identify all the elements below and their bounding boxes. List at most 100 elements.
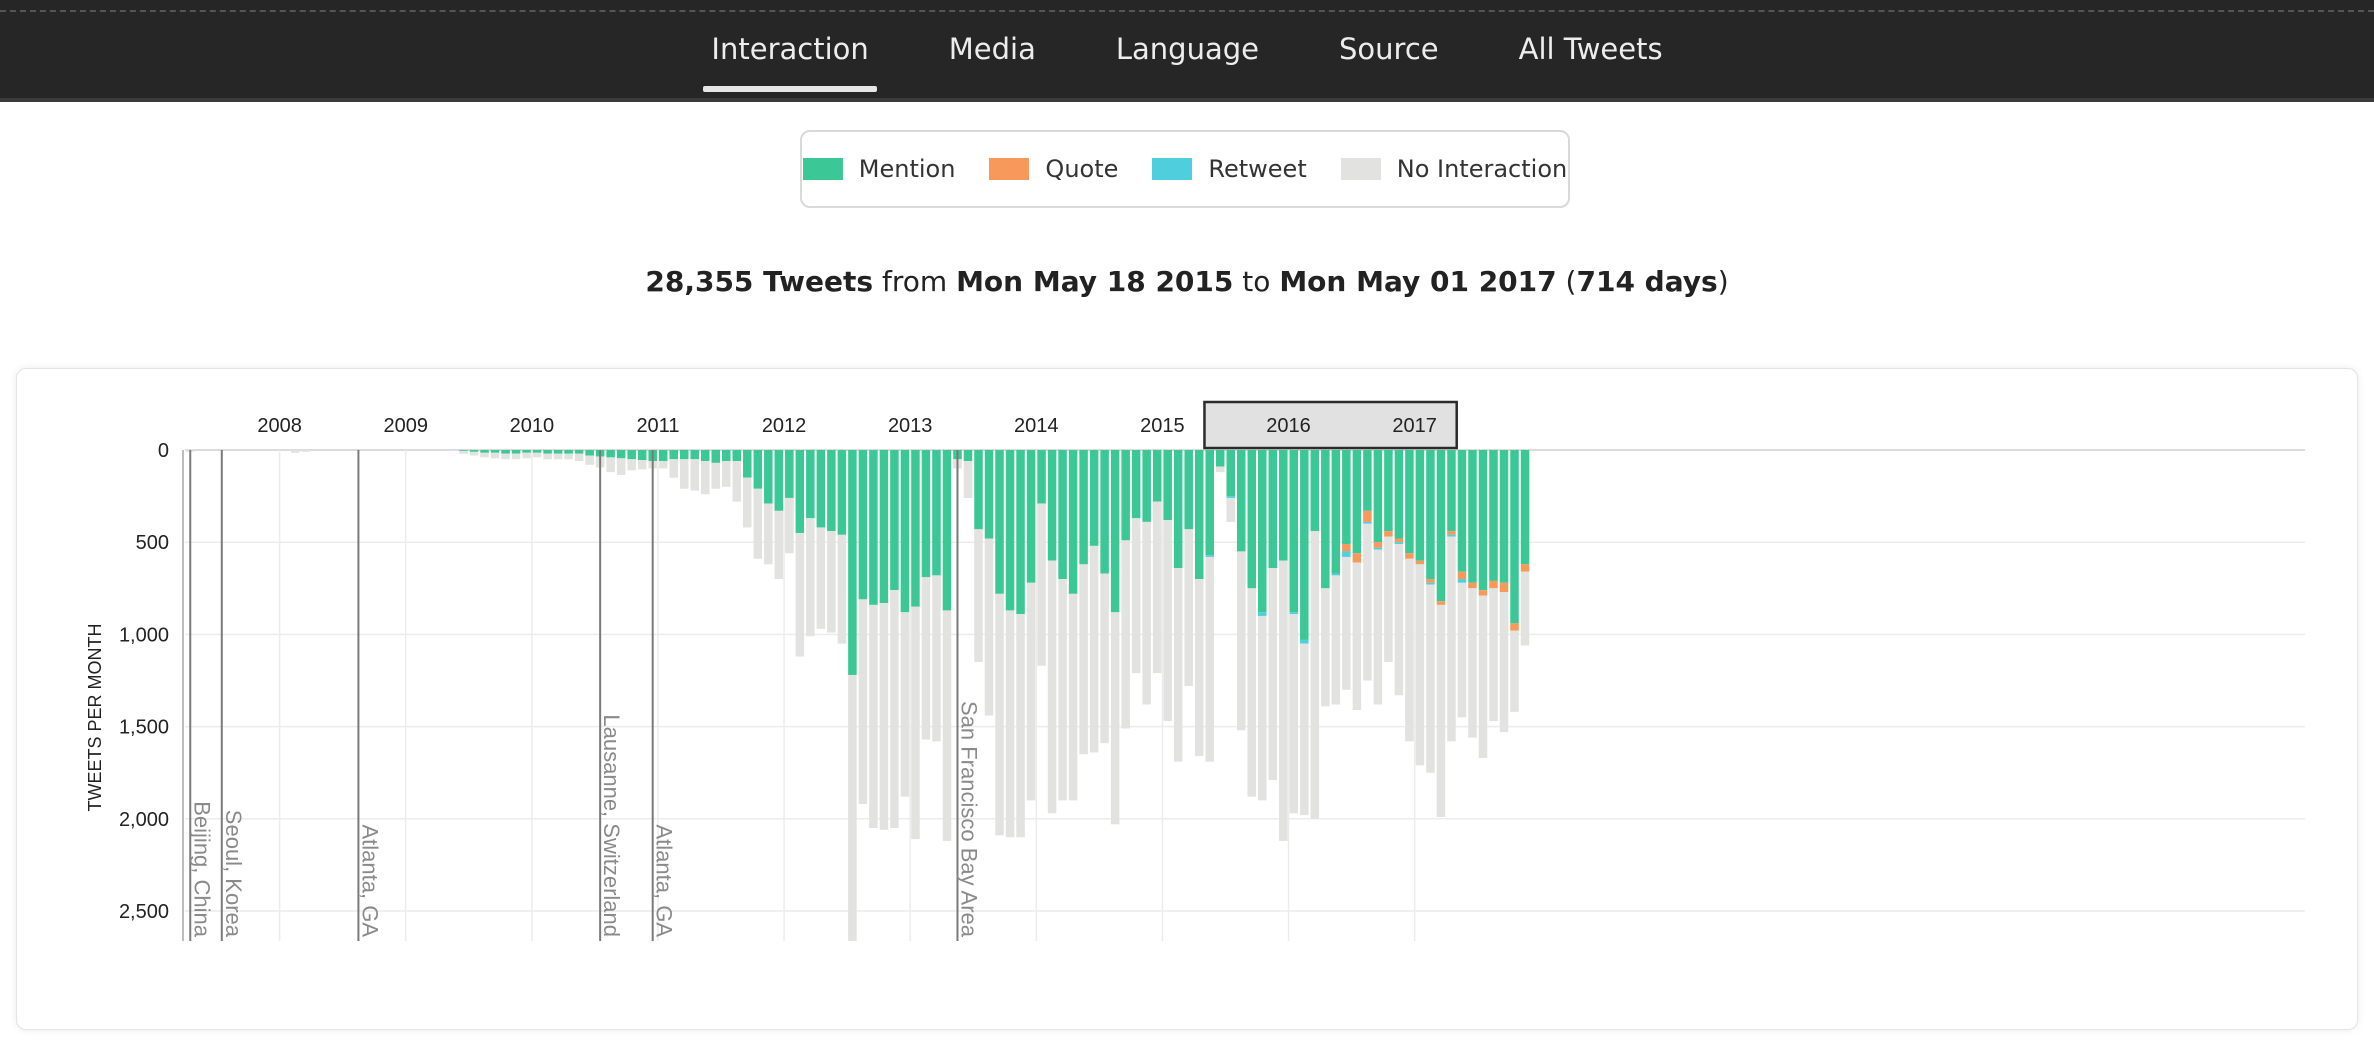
bar-no-interaction[interactable] — [963, 461, 973, 498]
bar-no-interaction[interactable] — [1089, 545, 1099, 753]
bar-retweet[interactable] — [1363, 521, 1372, 524]
bar-quote[interactable] — [1426, 579, 1435, 583]
bar-mention[interactable] — [1152, 450, 1162, 502]
bar-mention[interactable] — [1121, 450, 1130, 541]
bar-mention[interactable] — [1005, 450, 1015, 611]
bar-no-interaction[interactable] — [669, 459, 678, 478]
bar-mention[interactable] — [848, 450, 857, 675]
bar-quote[interactable] — [1499, 582, 1509, 592]
bar-no-interaction[interactable] — [858, 599, 868, 805]
bar-no-interaction[interactable] — [1152, 501, 1162, 674]
bar-mention[interactable] — [837, 450, 847, 535]
bar-mention[interactable] — [722, 450, 731, 462]
bar-quote[interactable] — [1363, 510, 1372, 522]
bar-mention[interactable] — [1110, 450, 1120, 613]
bar-mention[interactable] — [1352, 450, 1362, 554]
bar-mention[interactable] — [616, 450, 626, 459]
bar-retweet[interactable] — [1447, 534, 1456, 537]
bar-no-interaction[interactable] — [869, 604, 878, 829]
bar-mention[interactable] — [532, 450, 542, 453]
bar-mention[interactable] — [1184, 450, 1193, 530]
bar-no-interaction[interactable] — [1331, 575, 1341, 705]
bar-retweet[interactable] — [1205, 555, 1214, 557]
bar-mention[interactable] — [1215, 450, 1225, 467]
bar-mention[interactable] — [974, 450, 983, 530]
bar-mention[interactable] — [1194, 450, 1204, 580]
bar-no-interaction[interactable] — [795, 532, 805, 657]
bar-no-interaction[interactable] — [469, 451, 479, 456]
bar-no-interaction[interactable] — [1499, 591, 1509, 733]
bar-mention[interactable] — [921, 450, 931, 578]
bar-mention[interactable] — [1279, 450, 1288, 561]
bar-mention[interactable] — [1142, 450, 1151, 522]
bar-no-interaction[interactable] — [911, 606, 920, 840]
bar-mention[interactable] — [816, 450, 826, 528]
bar-mention[interactable] — [501, 450, 510, 454]
bar-no-interaction[interactable] — [480, 452, 489, 458]
bar-mention[interactable] — [511, 450, 521, 454]
bar-quote[interactable] — [1352, 553, 1362, 563]
bar-mention[interactable] — [1205, 450, 1214, 556]
bar-no-interaction[interactable] — [848, 674, 857, 944]
bar-mention[interactable] — [1289, 450, 1299, 613]
bar-no-interaction[interactable] — [1110, 612, 1120, 825]
bar-no-interaction[interactable] — [879, 603, 889, 830]
bar-mention[interactable] — [932, 450, 941, 576]
bar-no-interaction[interactable] — [543, 453, 552, 460]
bar-mention[interactable] — [574, 450, 584, 454]
bar-mention[interactable] — [1373, 450, 1383, 543]
bar-no-interaction[interactable] — [627, 459, 636, 471]
bar-quote[interactable] — [1510, 623, 1519, 631]
bar-mention[interactable] — [1415, 450, 1425, 561]
bar-mention[interactable] — [827, 450, 836, 532]
legend-item-no-interaction[interactable]: No Interaction — [1340, 155, 1567, 183]
bar-no-interaction[interactable] — [1047, 560, 1057, 814]
bar-mention[interactable] — [1300, 450, 1309, 640]
bar-mention[interactable] — [984, 450, 994, 539]
bar-mention[interactable] — [806, 450, 815, 519]
bar-no-interaction[interactable] — [984, 538, 994, 716]
bar-no-interaction[interactable] — [1489, 588, 1498, 722]
bar-no-interaction[interactable] — [890, 590, 899, 829]
bar-mention[interactable] — [785, 450, 794, 498]
bar-no-interaction[interactable] — [900, 612, 910, 797]
bar-mention[interactable] — [1089, 450, 1099, 546]
brush-layer[interactable] — [1203, 400, 1458, 450]
bar-no-interaction[interactable] — [1184, 529, 1193, 687]
bar-mention[interactable] — [669, 450, 678, 460]
bar-retweet[interactable] — [1457, 579, 1467, 583]
bar-no-interaction[interactable] — [1279, 560, 1288, 841]
bar-quote[interactable] — [1520, 564, 1530, 572]
bar-retweet[interactable] — [1331, 573, 1341, 576]
bar-mention[interactable] — [911, 450, 920, 607]
bar-no-interaction[interactable] — [690, 459, 699, 491]
bar-mention[interactable] — [480, 450, 489, 453]
bar-no-interaction[interactable] — [511, 453, 521, 460]
bar-mention[interactable] — [1457, 450, 1467, 572]
bar-no-interaction[interactable] — [1268, 568, 1278, 781]
bar-mention[interactable] — [700, 450, 710, 462]
bar-mention[interactable] — [1173, 450, 1183, 569]
bar-mention[interactable] — [1394, 450, 1404, 539]
bar-mention[interactable] — [1342, 450, 1351, 545]
bar-no-interaction[interactable] — [606, 457, 615, 473]
bar-mention[interactable] — [1047, 450, 1057, 561]
bar-mention[interactable] — [1489, 450, 1498, 581]
bar-no-interaction[interactable] — [743, 477, 752, 528]
tab-interaction[interactable]: Interaction — [671, 0, 908, 98]
bar-mention[interactable] — [459, 450, 468, 451]
legend-item-quote[interactable]: Quote — [989, 155, 1118, 183]
bar-no-interaction[interactable] — [1079, 564, 1088, 755]
bar-no-interaction[interactable] — [837, 534, 847, 644]
bar-quote[interactable] — [1468, 582, 1477, 589]
legend-item-mention[interactable]: Mention — [802, 155, 955, 183]
bar-quote[interactable] — [1342, 544, 1351, 552]
bar-mention[interactable] — [1321, 450, 1330, 589]
bar-mention[interactable] — [690, 450, 699, 460]
bar-mention[interactable] — [627, 450, 636, 460]
bar-mention[interactable] — [553, 450, 563, 454]
bar-retweet[interactable] — [1258, 612, 1267, 616]
bar-mention[interactable] — [490, 450, 500, 453]
bar-no-interaction[interactable] — [1163, 520, 1172, 722]
bar-retweet[interactable] — [1342, 551, 1351, 557]
